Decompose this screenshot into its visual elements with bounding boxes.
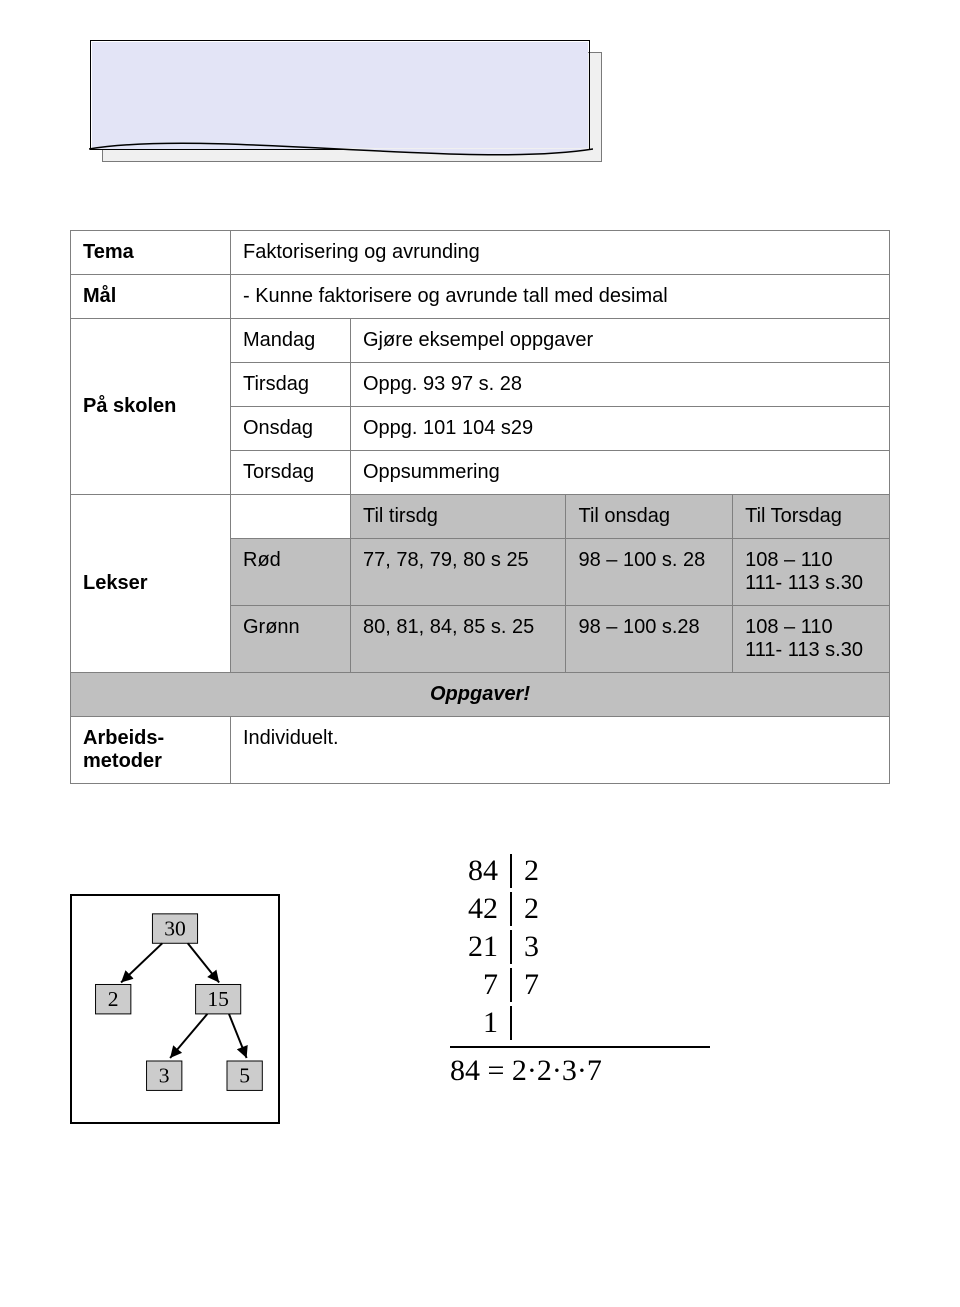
row-paskolen-mandag: På skolen Mandag Gjøre eksempel oppgaver bbox=[71, 319, 890, 363]
row-maal: Mål - Kunne faktorisere og avrunde tall … bbox=[71, 275, 890, 319]
banner-bg bbox=[92, 42, 588, 148]
text-mandag: Gjøre eksempel oppgaver bbox=[351, 319, 890, 363]
factor-ladder: 842 422 213 77 1 84 = 2·2·3·7 bbox=[450, 854, 770, 1114]
label-tema: Tema bbox=[71, 231, 231, 275]
lekser-green-c3: 108 – 110 111- 113 s.30 bbox=[733, 606, 890, 673]
text-onsdag: Oppg. 101 104 s29 bbox=[351, 407, 890, 451]
title-banner: MATEMATIKK bbox=[90, 40, 610, 180]
lekser-red-c1: 77, 78, 79, 80 s 25 bbox=[351, 539, 566, 606]
value-maal: - Kunne faktorisere og avrunde tall med … bbox=[231, 275, 890, 319]
row-arbeids: Arbeids- metoder Individuelt. bbox=[71, 717, 890, 784]
label-arbeids: Arbeids- metoder bbox=[71, 717, 231, 784]
label-lekser: Lekser bbox=[71, 495, 231, 673]
fp-2-r: 3 bbox=[510, 930, 570, 964]
lekser-h2: Til onsdag bbox=[566, 495, 733, 539]
tree-root: 30 bbox=[164, 916, 186, 940]
factor-tree: 30 2 15 3 5 bbox=[70, 894, 280, 1124]
day-tirsdag: Tirsdag bbox=[231, 363, 351, 407]
lekser-h3: Til Torsdag bbox=[733, 495, 890, 539]
plan-table: Tema Faktorisering og avrunding Mål - Ku… bbox=[70, 230, 890, 784]
row-oppgaver: Oppgaver! bbox=[71, 673, 890, 717]
value-arbeids: Individuelt. bbox=[231, 717, 890, 784]
lekser-red-label: Rød bbox=[231, 539, 351, 606]
day-onsdag: Onsdag bbox=[231, 407, 351, 451]
label-maal: Mål bbox=[71, 275, 231, 319]
fp-1-r: 2 bbox=[510, 892, 570, 926]
lekser-h1: Til tirsdg bbox=[351, 495, 566, 539]
lekser-green-label: Grønn bbox=[231, 606, 351, 673]
lekser-green-c1: 80, 81, 84, 85 s. 25 bbox=[351, 606, 566, 673]
row-lekser-headers: Lekser Til tirsdg Til onsdag Til Torsdag bbox=[71, 495, 890, 539]
lekser-red-c2: 98 – 100 s. 28 bbox=[566, 539, 733, 606]
banner-curve bbox=[89, 135, 593, 163]
text-tirsdag: Oppg. 93 97 s. 28 bbox=[351, 363, 890, 407]
text-torsdag: Oppsummering bbox=[351, 451, 890, 495]
fp-3-r: 7 bbox=[510, 968, 570, 1002]
factor-eq: 84 = 2·2·3·7 bbox=[450, 1054, 770, 1088]
fp-0-r: 2 bbox=[510, 854, 570, 888]
fp-0-l: 84 bbox=[450, 854, 510, 888]
figures-area: 30 2 15 3 5 bbox=[70, 854, 890, 1154]
fp-4-l: 1 bbox=[450, 1006, 510, 1040]
lekser-green-c2: 98 – 100 s.28 bbox=[566, 606, 733, 673]
lekser-red-c3: 108 – 110 111- 113 s.30 bbox=[733, 539, 890, 606]
fp-4-r bbox=[510, 1006, 570, 1040]
factor-grid: 842 422 213 77 1 bbox=[450, 854, 770, 1040]
fp-3-l: 7 bbox=[450, 968, 510, 1002]
day-torsdag: Torsdag bbox=[231, 451, 351, 495]
tree-l2b: 5 bbox=[239, 1064, 250, 1088]
tree-l1b: 15 bbox=[207, 987, 229, 1011]
row-tema: Tema Faktorisering og avrunding bbox=[71, 231, 890, 275]
fp-2-l: 21 bbox=[450, 930, 510, 964]
tree-l2a: 3 bbox=[159, 1064, 170, 1088]
day-mandag: Mandag bbox=[231, 319, 351, 363]
factor-line bbox=[450, 1046, 710, 1048]
label-paskolen: På skolen bbox=[71, 319, 231, 495]
banner-box: MATEMATIKK bbox=[90, 40, 590, 150]
value-tema: Faktorisering og avrunding bbox=[231, 231, 890, 275]
fp-1-l: 42 bbox=[450, 892, 510, 926]
tree-l1a: 2 bbox=[108, 987, 119, 1011]
lekser-empty bbox=[231, 495, 351, 539]
oppgaver-text: Oppgaver! bbox=[71, 673, 890, 717]
